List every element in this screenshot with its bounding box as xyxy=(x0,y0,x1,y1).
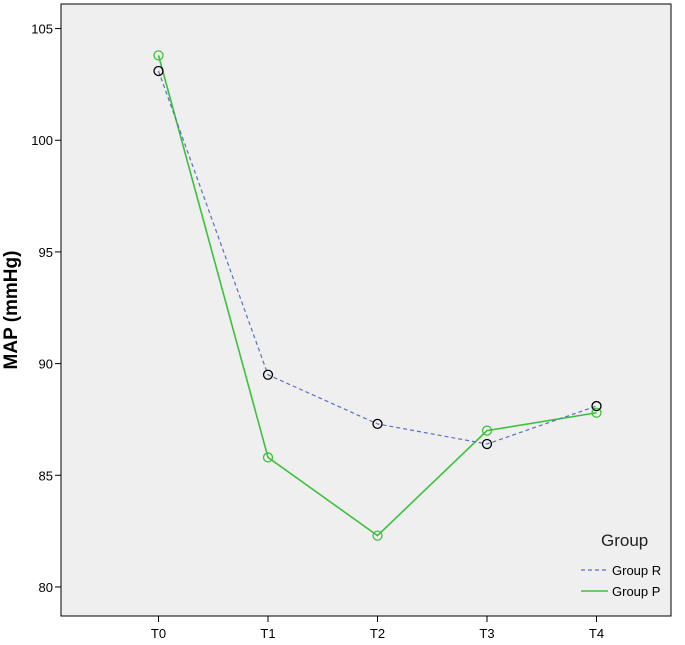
y-tick-label: 100 xyxy=(31,133,53,148)
data-point xyxy=(153,65,164,77)
x-axis: T0 T1 T2 T3 T4 xyxy=(151,616,604,641)
y-tick-label: 105 xyxy=(31,22,53,37)
legend: Group Group R Group P xyxy=(581,531,661,599)
legend-label: Group P xyxy=(612,584,660,599)
x-tick-label: T1 xyxy=(260,626,275,641)
series-layer xyxy=(153,50,602,541)
y-tick-label: 95 xyxy=(39,245,53,260)
y-tick-label: 90 xyxy=(39,357,53,372)
data-point xyxy=(591,407,602,418)
legend-title: Group xyxy=(601,531,648,550)
data-point xyxy=(481,438,493,450)
data-point xyxy=(481,425,493,436)
data-point xyxy=(372,418,383,430)
data-point xyxy=(372,530,383,541)
data-point xyxy=(262,452,274,463)
y-axis-title: MAP (mmHg) xyxy=(1,251,22,370)
legend-label: Group R xyxy=(612,563,661,578)
data-point xyxy=(153,50,164,61)
data-point xyxy=(262,369,274,380)
y-axis: 80 85 90 95 100 105 xyxy=(31,22,61,595)
y-tick-label: 80 xyxy=(39,580,53,595)
x-tick-label: T0 xyxy=(151,626,166,641)
x-tick-label: T2 xyxy=(370,626,385,641)
series-line-group-p xyxy=(157,55,597,537)
x-tick-label: T3 xyxy=(479,626,494,641)
plot-area xyxy=(60,3,672,617)
y-tick-label: 85 xyxy=(39,468,53,483)
x-tick-label: T4 xyxy=(589,626,604,641)
series-line-group-r xyxy=(157,70,597,445)
data-point xyxy=(591,400,602,412)
